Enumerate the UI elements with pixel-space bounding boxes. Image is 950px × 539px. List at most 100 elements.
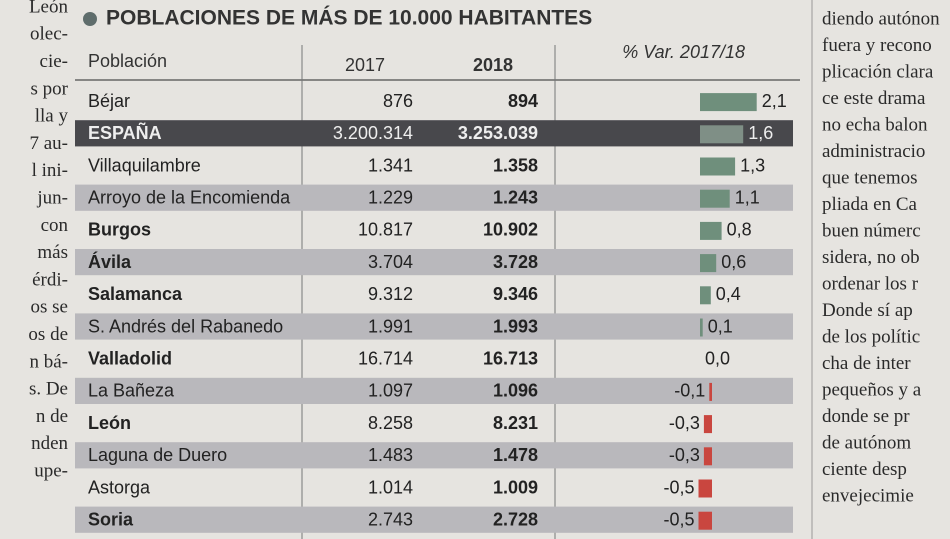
table-title: POBLACIONES DE MÁS DE 10.000 HABITANTES — [106, 7, 592, 30]
town-name: Ávila — [88, 251, 132, 272]
column-text-line: upe- — [34, 460, 68, 481]
column-text-line: administracio — [822, 141, 925, 162]
town-name: ESPAÑA — [88, 122, 162, 143]
column-text-line: os se — [31, 297, 68, 318]
variation-label: 2,1 — [762, 91, 787, 111]
variation-label: -0,1 — [674, 381, 705, 401]
population-2017: 876 — [383, 91, 413, 111]
population-2018: 1.478 — [493, 445, 538, 465]
variation-label: 0,8 — [727, 220, 752, 240]
town-name: Salamanca — [88, 284, 183, 304]
variation-label: 1,1 — [735, 187, 760, 207]
column-text-line: os de — [28, 324, 68, 345]
variation-label: -0,3 — [669, 413, 700, 433]
column-text-line: 7 au- — [29, 133, 68, 154]
variation-bar — [700, 318, 703, 337]
variation-bar — [700, 254, 717, 273]
population-2018: 3.728 — [493, 252, 538, 272]
column-text-line: cha de inter — [822, 353, 911, 374]
variation-bar — [700, 189, 730, 208]
column-text-line: ciente desp — [822, 459, 907, 480]
town-name: Soria — [88, 509, 134, 529]
shaded-row — [75, 442, 793, 469]
column-text-line: ce este drama — [822, 88, 926, 109]
header-cell: 2018 — [473, 55, 513, 75]
header-cell: 2017 — [345, 55, 385, 75]
variation-bar — [698, 511, 712, 530]
variation-bar — [700, 93, 757, 112]
column-text-line: cie- — [40, 51, 68, 72]
population-2017: 1.097 — [368, 381, 413, 401]
column-text-line: plicación clara — [822, 61, 934, 82]
column-text-line: l ini- — [32, 160, 68, 181]
column-text-line: diendo autónon — [822, 8, 940, 29]
header-cell: Población — [88, 51, 167, 71]
population-2017: 1.341 — [368, 155, 413, 175]
population-2017: 9.312 — [368, 284, 413, 304]
variation-label: 1,3 — [740, 155, 765, 175]
variation-bar — [709, 382, 712, 401]
population-2017: 1.991 — [368, 316, 413, 336]
column-text-line: ordenar los r — [822, 273, 919, 294]
population-2018: 894 — [508, 91, 538, 111]
column-text-line: donde se pr — [822, 406, 910, 427]
population-2017: 2.743 — [368, 509, 413, 529]
population-2017: 1.483 — [368, 445, 413, 465]
population-2017: 3.200.314 — [333, 123, 413, 143]
town-name: Villaquilambre — [88, 155, 201, 175]
column-text-line: pequeños y a — [822, 379, 922, 400]
variation-label: -0,5 — [663, 477, 694, 497]
population-2018: 16.713 — [483, 348, 538, 368]
column-text-line: no echa balon — [822, 114, 928, 135]
variation-label: 0,1 — [708, 316, 733, 336]
column-text-line: nden — [31, 433, 68, 454]
population-2018: 8.231 — [493, 413, 538, 433]
variation-label: 0,0 — [705, 348, 730, 368]
population-2018: 1.096 — [493, 381, 538, 401]
variation-bar — [700, 286, 711, 305]
column-text-line: León — [29, 0, 69, 17]
population-2017: 1.229 — [368, 187, 413, 207]
column-text-line: Donde sí ap — [822, 300, 913, 321]
column-text-line: s por — [31, 78, 69, 99]
column-text-line: olec- — [30, 24, 68, 45]
population-2017: 16.714 — [358, 348, 413, 368]
shaded-row — [75, 506, 793, 533]
highlight-row — [75, 120, 793, 147]
population-2018: 10.902 — [483, 220, 538, 240]
town-name: Laguna de Duero — [88, 445, 227, 465]
population-2017: 10.817 — [358, 220, 413, 240]
column-text-line: érdi- — [32, 269, 68, 290]
variation-bar — [703, 447, 712, 466]
population-2017: 3.704 — [368, 252, 413, 272]
column-text-line: que tenemos — [822, 167, 918, 188]
town-name: Burgos — [88, 220, 151, 240]
variation-bar — [698, 479, 712, 498]
column-text-line: n bá- — [29, 351, 68, 372]
column-text-line: jun- — [36, 187, 68, 208]
column-text-line: con — [41, 215, 69, 236]
variation-bar — [700, 125, 744, 144]
variation-bar — [700, 221, 722, 240]
population-2018: 9.346 — [493, 284, 538, 304]
column-text-line: n de — [36, 406, 68, 427]
column-text-line: de autónom — [822, 432, 911, 453]
population-2017: 8.258 — [368, 413, 413, 433]
population-2018: 1.358 — [493, 155, 538, 175]
column-text-line: sidera, no ob — [822, 247, 920, 268]
column-text-line: lla y — [35, 106, 69, 127]
shaded-row — [75, 184, 793, 211]
town-name: La Bañeza — [88, 381, 175, 401]
column-text-line: buen númerc — [822, 220, 921, 241]
town-name: Valladolid — [88, 348, 172, 368]
population-2018: 1.009 — [493, 477, 538, 497]
population-2018: 3.253.039 — [458, 123, 538, 143]
column-text-line: más — [37, 242, 68, 263]
variation-label: -0,5 — [663, 509, 694, 529]
population-2017: 1.014 — [368, 477, 413, 497]
town-name: S. Andrés del Rabanedo — [88, 316, 283, 336]
population-2018: 1.243 — [493, 187, 538, 207]
title-bullet — [83, 12, 97, 26]
column-text-line: s. De — [29, 379, 68, 400]
